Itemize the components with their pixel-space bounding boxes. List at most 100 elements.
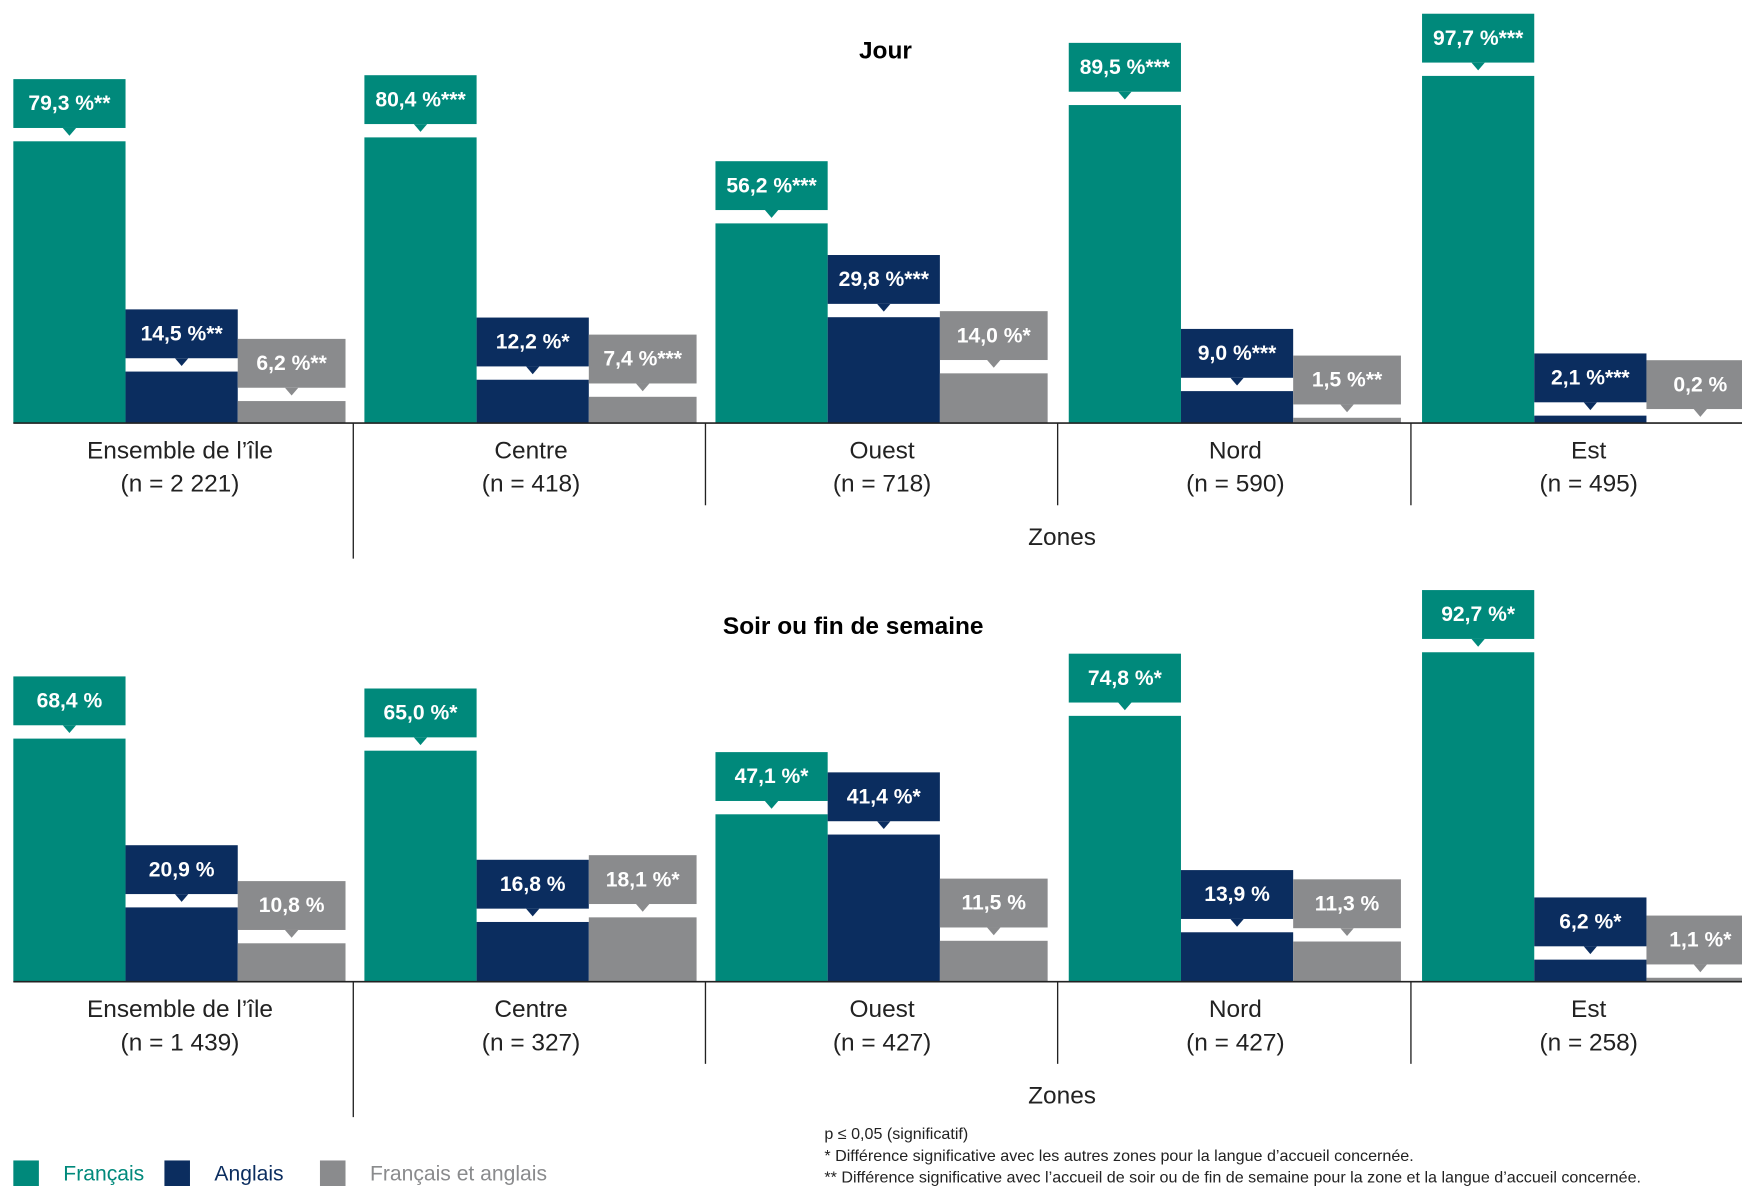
- x-tick-label: Ouest: [850, 437, 915, 464]
- value-label: 20,9 %: [149, 858, 215, 881]
- label-box: [1068, 42, 1181, 92]
- value-label: 9,0 %***: [1198, 342, 1277, 365]
- label-box: [1422, 590, 1535, 639]
- label-box: [237, 881, 346, 930]
- value-label: 1,1 %*: [1669, 929, 1732, 952]
- label-pointer: [413, 124, 428, 132]
- legend-swatch: [319, 1160, 346, 1186]
- bar: [1422, 75, 1535, 424]
- label-box: [1180, 870, 1294, 919]
- label-box: [13, 676, 126, 726]
- label-pointer: [1583, 946, 1598, 955]
- label-box: [1646, 360, 1742, 410]
- bar: [125, 371, 238, 424]
- bar: [476, 921, 589, 982]
- label-box: [715, 161, 828, 211]
- label-box: [364, 75, 477, 125]
- label-box: [237, 338, 346, 388]
- x-tick-sublabel: (n = 427): [1186, 1029, 1284, 1056]
- value-label: 47,1 %*: [735, 765, 810, 788]
- bar: [1068, 715, 1181, 982]
- value-label: 10,8 %: [259, 894, 325, 917]
- bar: [715, 814, 828, 982]
- bar: [827, 317, 940, 424]
- label-pointer: [877, 821, 891, 830]
- value-label: 41,4 %*: [847, 785, 922, 808]
- x-tick-sublabel: (n = 2 221): [121, 471, 240, 498]
- label-box: [13, 79, 126, 128]
- label-pointer: [1471, 638, 1485, 647]
- label-pointer: [526, 908, 540, 917]
- bar: [13, 738, 126, 982]
- bar: [939, 940, 1048, 982]
- bar: [125, 907, 238, 982]
- bar: [1422, 652, 1535, 982]
- bar: [1293, 417, 1401, 424]
- legend-swatch: [13, 1160, 39, 1186]
- value-label: 80,4 %***: [375, 88, 466, 111]
- x-tick-sublabel: (n = 427): [833, 1029, 931, 1056]
- x-tick-label: Nord: [1209, 996, 1262, 1023]
- x-tick-sublabel: (n = 258): [1539, 1029, 1637, 1056]
- label-box: [476, 317, 589, 367]
- bar: [1180, 932, 1294, 982]
- legend-label: Anglais: [214, 1162, 283, 1185]
- label-box: [1534, 353, 1647, 403]
- x-tick-label: Ouest: [850, 996, 915, 1023]
- label-box: [939, 878, 1048, 928]
- x-axis-label: Zones: [1028, 524, 1096, 551]
- label-pointer: [284, 387, 299, 396]
- label-box: [1646, 915, 1742, 965]
- label-pointer: [1230, 377, 1244, 386]
- bar: [1646, 977, 1742, 982]
- label-box: [715, 752, 828, 801]
- bar: [364, 750, 477, 982]
- x-tick-sublabel: (n = 718): [833, 471, 931, 498]
- value-label: 79,3 %**: [28, 92, 111, 115]
- label-pointer: [636, 383, 650, 392]
- bar: [1534, 415, 1647, 424]
- label-pointer: [1693, 964, 1708, 973]
- value-label: 7,4 %***: [603, 348, 682, 371]
- x-tick-label: Est: [1571, 996, 1607, 1023]
- value-label: 16,8 %: [500, 873, 566, 896]
- value-label: 92,7 %*: [1441, 603, 1516, 626]
- label-pointer: [764, 210, 779, 218]
- bar: [588, 917, 697, 982]
- label-pointer: [1340, 404, 1354, 413]
- label-box: [125, 845, 238, 895]
- value-label: 74,8 %*: [1088, 667, 1163, 690]
- label-box: [939, 311, 1048, 361]
- bar: [1068, 105, 1181, 424]
- label-box: [1422, 13, 1535, 63]
- label-box: [1068, 653, 1181, 703]
- label-pointer: [1693, 409, 1708, 417]
- footnote: ** Différence significative avec l’accue…: [824, 1168, 1641, 1186]
- x-tick-label: Ensemble de l’île: [87, 437, 273, 464]
- label-pointer: [284, 929, 299, 938]
- value-label: 6,2 %*: [1559, 911, 1622, 934]
- label-box: [364, 688, 477, 738]
- label-pointer: [526, 366, 540, 375]
- label-pointer: [1118, 702, 1132, 711]
- label-box: [827, 255, 940, 304]
- label-pointer: [1118, 91, 1132, 100]
- value-label: 14,5 %**: [141, 323, 224, 346]
- bar: [13, 141, 126, 424]
- bar: [1293, 941, 1401, 982]
- label-box: [1534, 897, 1647, 947]
- label-pointer: [413, 737, 428, 746]
- legend-swatch: [164, 1160, 190, 1186]
- label-pointer: [987, 927, 1001, 936]
- value-label: 97,7 %***: [1433, 27, 1524, 50]
- label-box: [1293, 355, 1401, 405]
- value-label: 2,1 %***: [1551, 367, 1630, 390]
- bar: [1180, 391, 1294, 424]
- legend-label: Français: [63, 1162, 144, 1185]
- label-box: [827, 772, 940, 822]
- label-pointer: [987, 360, 1001, 368]
- footnote: * Différence significative avec les autr…: [824, 1147, 1413, 1165]
- label-box: [125, 309, 238, 359]
- value-label: 56,2 %***: [726, 174, 817, 197]
- value-label: 68,4 %: [37, 690, 103, 713]
